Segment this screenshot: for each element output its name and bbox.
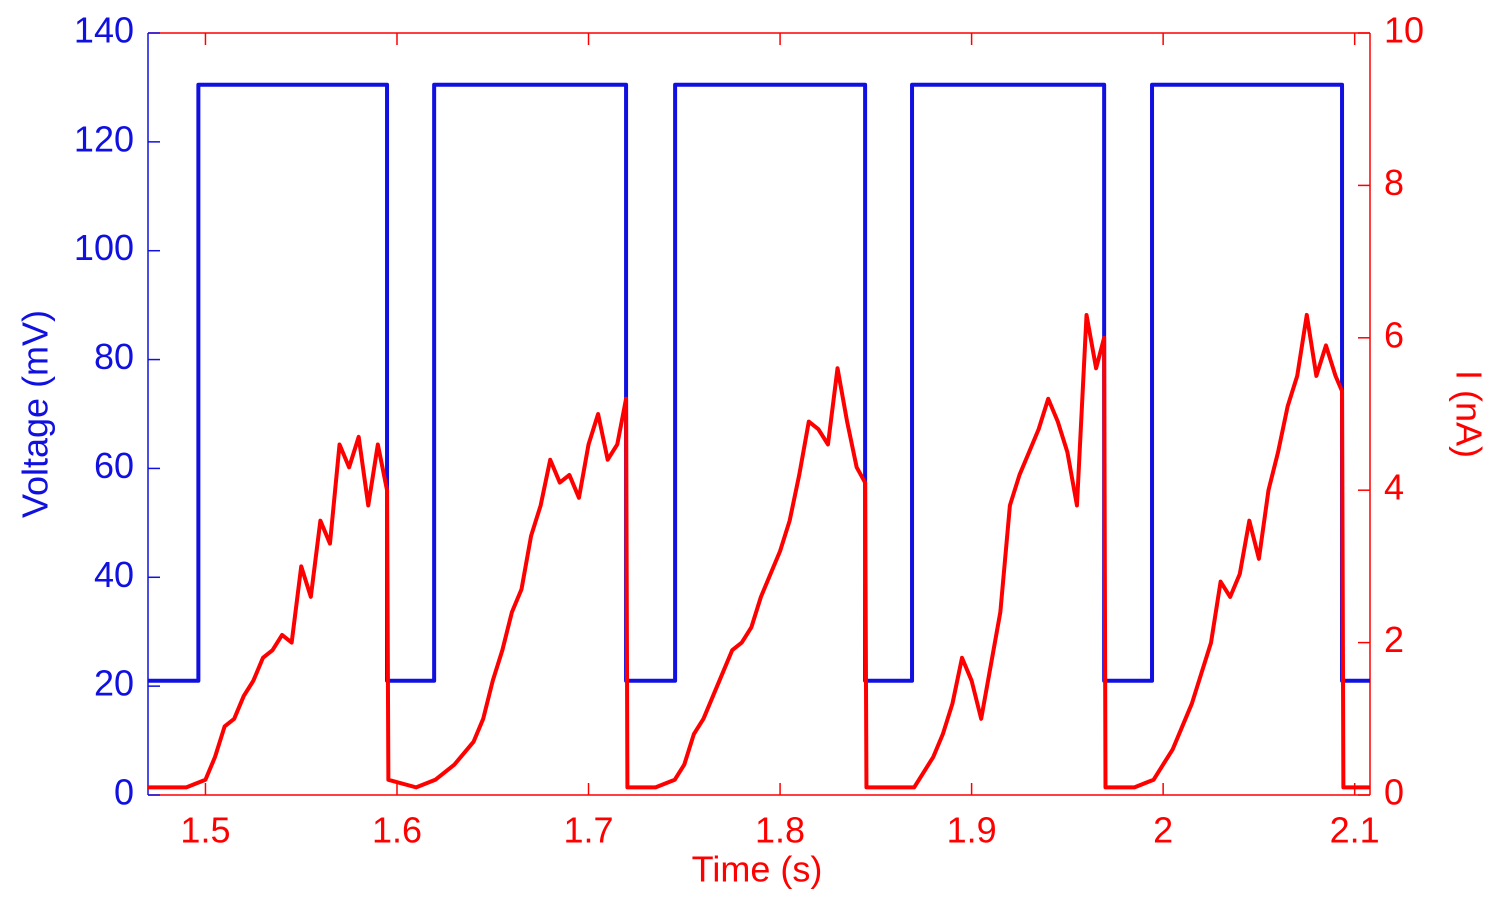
y-tick-label: 100 xyxy=(74,227,134,268)
x-tick-label: 2.1 xyxy=(1330,810,1380,851)
y2-tick-label: 2 xyxy=(1384,619,1404,660)
y2-tick-label: 4 xyxy=(1384,467,1404,508)
x-tick-label: 1.9 xyxy=(947,810,997,851)
y-tick-label: 80 xyxy=(94,336,134,377)
x-tick-label: 1.8 xyxy=(755,810,805,851)
y-tick-label: 40 xyxy=(94,554,134,595)
x-tick-label: 2 xyxy=(1153,810,1173,851)
x-tick-label: 1.7 xyxy=(564,810,614,851)
y2-tick-label: 0 xyxy=(1384,772,1404,813)
y-tick-label: 0 xyxy=(114,772,134,813)
y-tick-label: 120 xyxy=(74,118,134,159)
y-tick-label: 140 xyxy=(74,10,134,51)
x-axis-label: Time (s) xyxy=(692,849,823,890)
y-tick-label: 20 xyxy=(94,663,134,704)
line-series xyxy=(148,312,1370,790)
y2-tick-label: 10 xyxy=(1384,10,1424,51)
line-series xyxy=(148,82,1370,683)
y2-axis-label: I (nA) xyxy=(1448,370,1489,458)
x-tick-label: 1.5 xyxy=(180,810,230,851)
x-tick-label: 1.6 xyxy=(372,810,422,851)
y-axis-label: Voltage (mV) xyxy=(15,310,56,518)
y2-tick-label: 6 xyxy=(1384,314,1404,355)
y2-tick-label: 8 xyxy=(1384,162,1404,203)
y-tick-label: 60 xyxy=(94,445,134,486)
